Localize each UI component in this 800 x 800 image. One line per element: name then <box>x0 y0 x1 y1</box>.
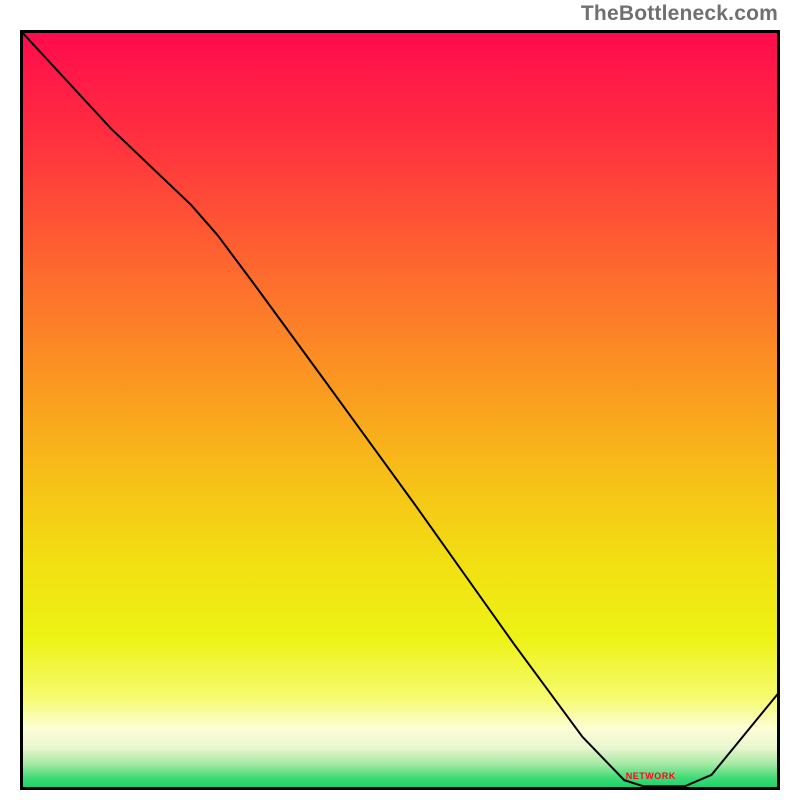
baseline-label: NETWORK <box>626 771 676 781</box>
plot-area: NETWORK <box>20 30 780 790</box>
chart-stage: TheBottleneck.com NETWORK <box>0 0 800 800</box>
background-gradient <box>20 30 780 790</box>
watermark-text: TheBottleneck.com <box>581 2 778 26</box>
